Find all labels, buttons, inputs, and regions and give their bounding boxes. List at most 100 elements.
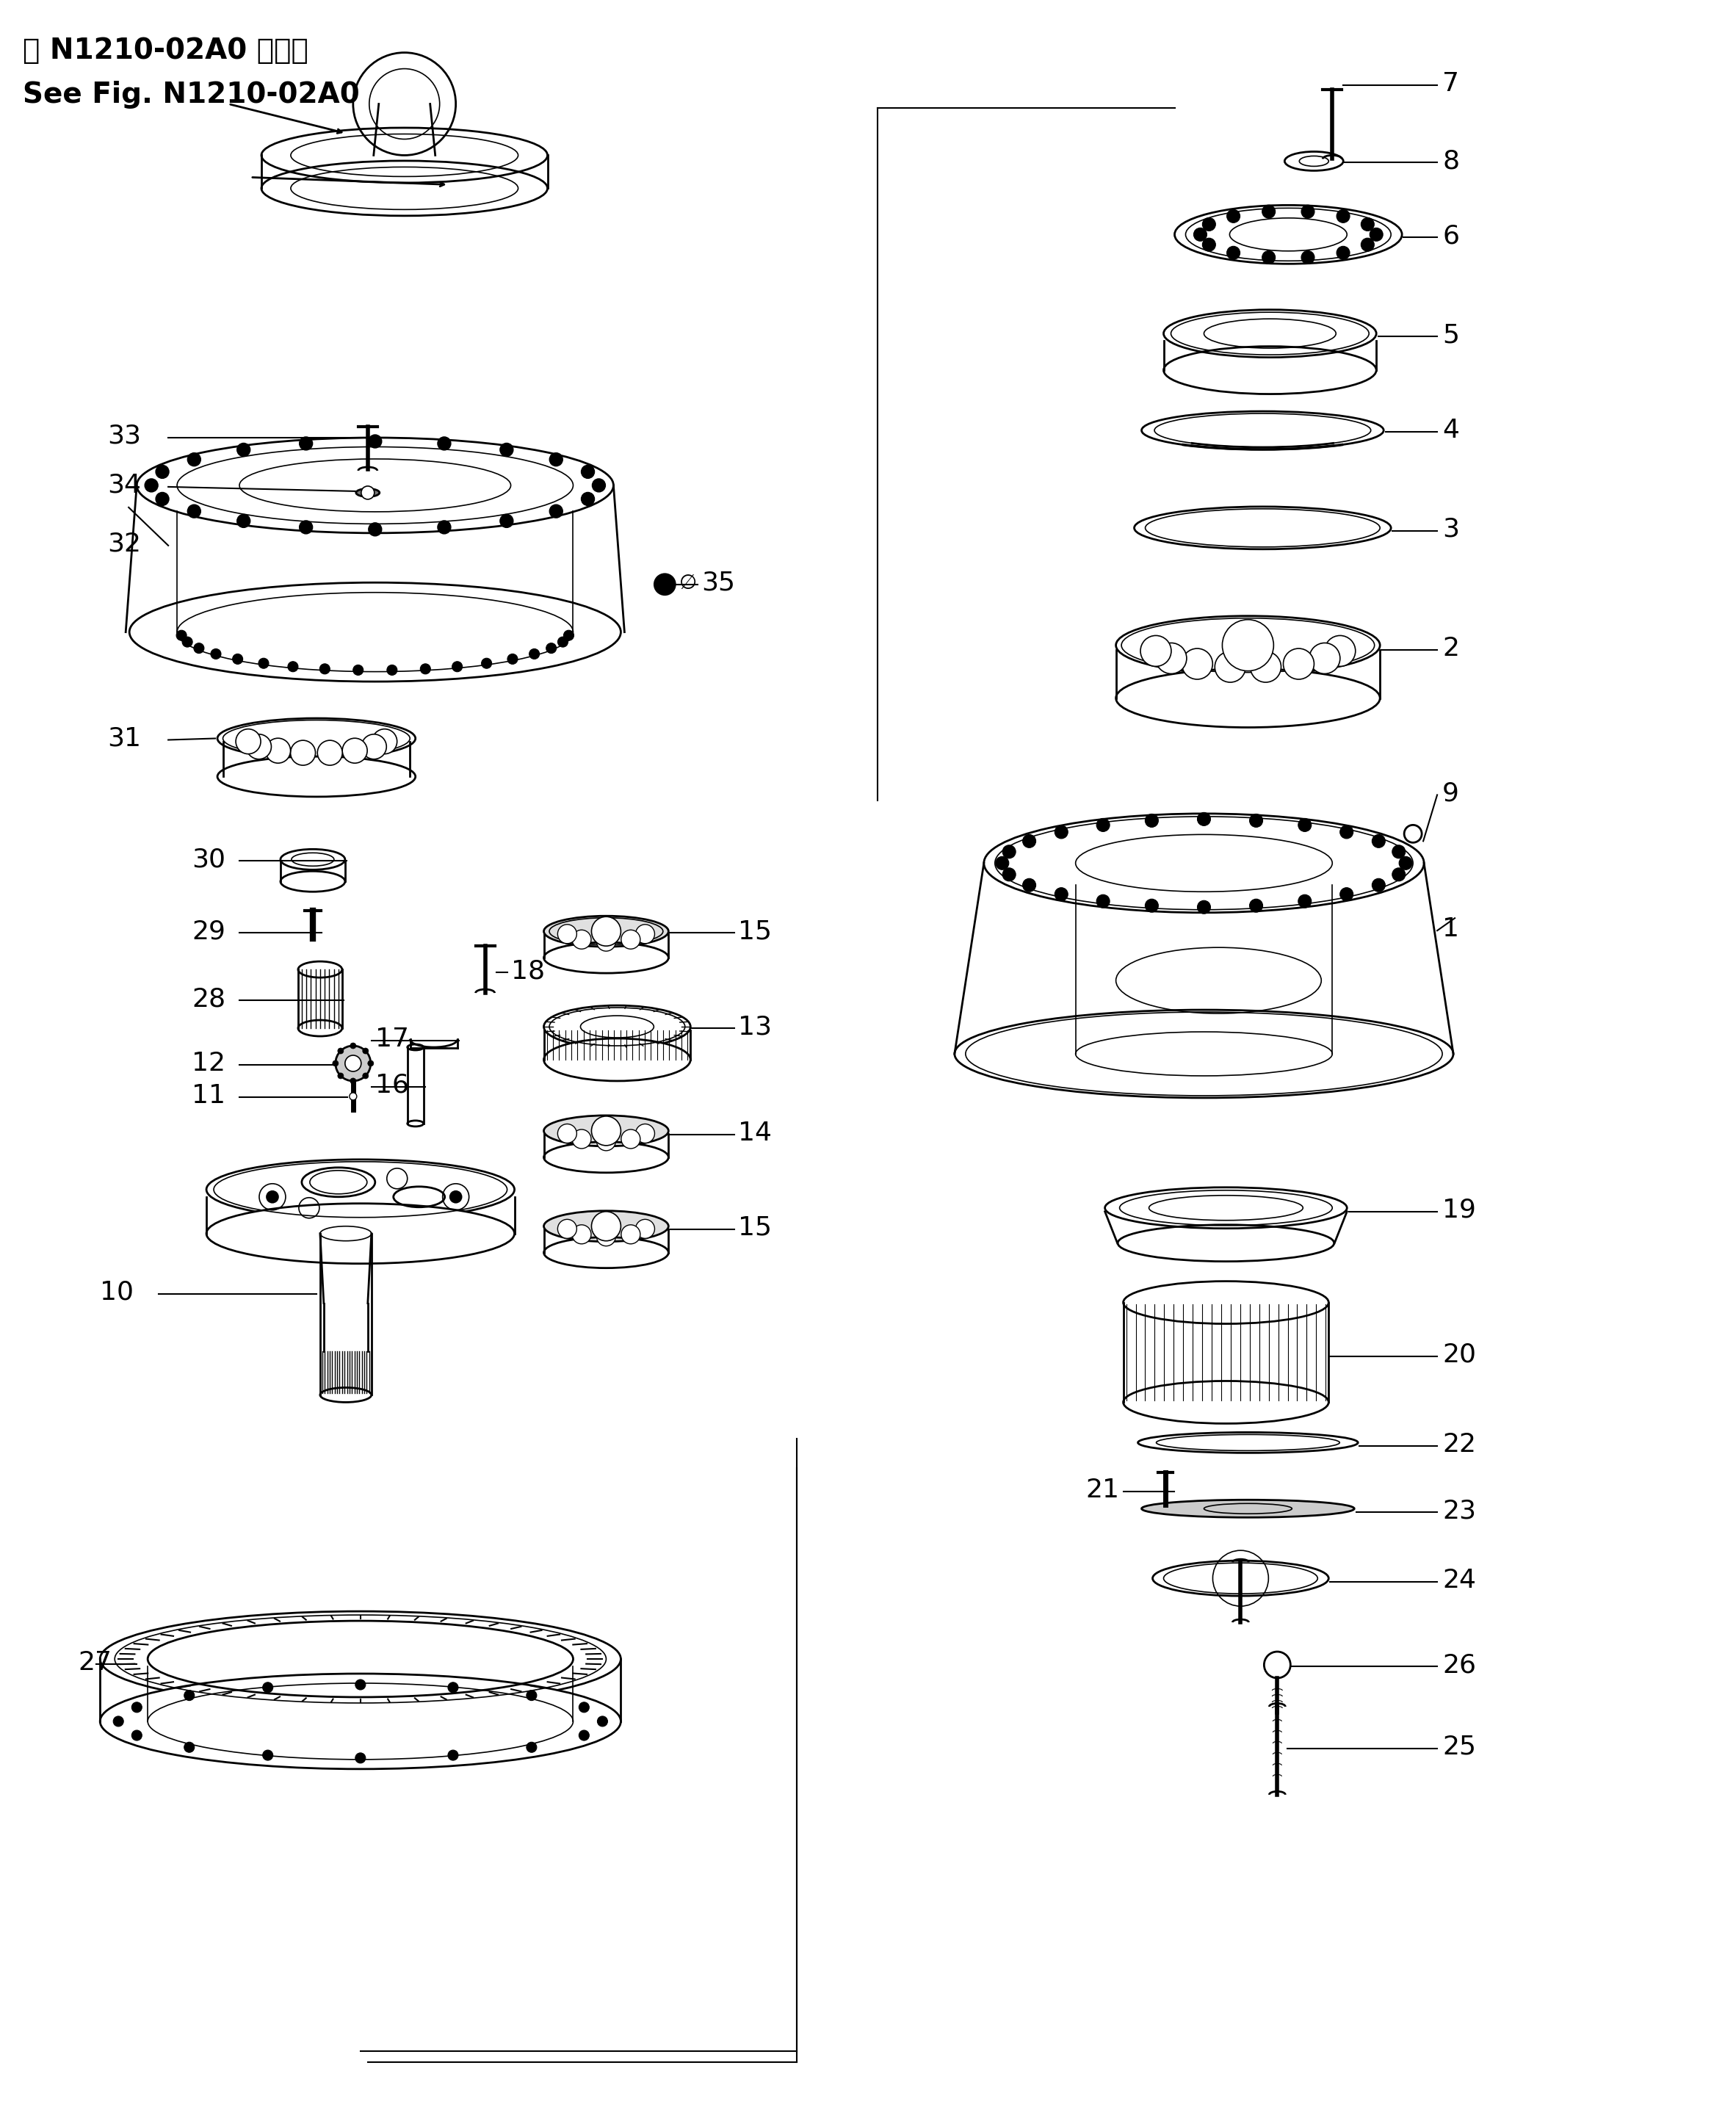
Circle shape [1340,825,1352,839]
Circle shape [372,728,398,753]
Circle shape [299,438,312,450]
Ellipse shape [1175,206,1403,263]
Circle shape [1325,635,1356,667]
Circle shape [578,1729,589,1740]
Ellipse shape [177,446,573,524]
Ellipse shape [101,1612,621,1706]
Circle shape [1215,652,1246,682]
Circle shape [361,734,387,760]
Text: 18: 18 [510,959,545,983]
Circle shape [621,930,641,949]
Ellipse shape [207,1203,514,1265]
Circle shape [236,728,260,753]
Circle shape [1340,888,1352,901]
Text: 32: 32 [108,532,141,558]
Text: 30: 30 [191,848,226,871]
Text: 31: 31 [108,726,141,751]
Circle shape [1392,846,1406,858]
Ellipse shape [1116,669,1380,728]
Circle shape [597,932,616,951]
Ellipse shape [1153,1561,1328,1597]
Text: 9: 9 [1443,781,1460,806]
Circle shape [349,1092,358,1100]
Ellipse shape [1142,1500,1354,1517]
Circle shape [1262,204,1276,219]
Circle shape [1392,869,1406,882]
Ellipse shape [543,1006,691,1048]
Circle shape [318,741,342,766]
Circle shape [238,444,250,457]
Circle shape [259,659,269,669]
Ellipse shape [281,850,345,869]
Circle shape [573,1130,592,1149]
Circle shape [184,1742,194,1753]
Circle shape [113,1717,123,1727]
Circle shape [1337,246,1351,259]
Circle shape [144,480,158,492]
Circle shape [1361,217,1375,231]
Circle shape [451,661,462,671]
Ellipse shape [130,583,621,682]
Text: 14: 14 [738,1121,773,1145]
Circle shape [592,1117,621,1145]
Text: 23: 23 [1443,1498,1476,1523]
Circle shape [420,663,431,673]
Ellipse shape [1104,1187,1347,1229]
Circle shape [368,436,382,448]
Circle shape [194,644,205,654]
Circle shape [288,661,299,671]
Circle shape [352,665,363,675]
Text: 24: 24 [1443,1567,1476,1593]
Text: 4: 4 [1443,419,1460,442]
Circle shape [500,444,514,457]
Ellipse shape [1142,410,1384,450]
Circle shape [573,1225,592,1243]
Ellipse shape [1137,1433,1358,1454]
Circle shape [1399,856,1413,869]
Text: 6: 6 [1443,223,1460,248]
Text: 8: 8 [1443,149,1460,175]
Circle shape [996,856,1009,869]
Ellipse shape [1285,151,1344,170]
Text: 21: 21 [1085,1477,1120,1502]
Circle shape [1203,238,1215,250]
Ellipse shape [955,1010,1453,1098]
Circle shape [1097,818,1109,831]
Circle shape [550,452,562,467]
Circle shape [356,1679,366,1690]
Text: 28: 28 [191,987,226,1012]
Circle shape [238,513,250,528]
Circle shape [1182,648,1213,680]
Circle shape [1023,879,1036,892]
Circle shape [339,1073,344,1079]
Text: 5: 5 [1443,322,1460,347]
Circle shape [361,486,375,499]
Text: 29: 29 [191,919,226,945]
Circle shape [1250,898,1262,913]
Circle shape [448,1751,458,1761]
Circle shape [351,1077,356,1084]
Circle shape [1404,825,1422,842]
Text: 15: 15 [738,919,773,945]
Circle shape [635,1124,654,1142]
Circle shape [437,438,451,450]
Circle shape [1299,818,1311,831]
Circle shape [335,1046,372,1081]
Ellipse shape [137,438,613,532]
Circle shape [597,1227,616,1246]
Text: 34: 34 [108,473,141,499]
Text: 第 N1210-02A0 図参照: 第 N1210-02A0 図参照 [23,36,309,65]
Ellipse shape [101,1673,621,1769]
Circle shape [1361,238,1375,250]
Circle shape [363,1073,368,1079]
Ellipse shape [1123,1281,1328,1323]
Circle shape [592,1212,621,1241]
Circle shape [557,1220,576,1239]
Text: 11: 11 [191,1084,226,1109]
Ellipse shape [319,1387,372,1401]
Circle shape [187,452,201,467]
Circle shape [1146,814,1158,827]
Circle shape [1055,888,1068,901]
Circle shape [654,574,675,595]
Text: 13: 13 [738,1014,773,1039]
